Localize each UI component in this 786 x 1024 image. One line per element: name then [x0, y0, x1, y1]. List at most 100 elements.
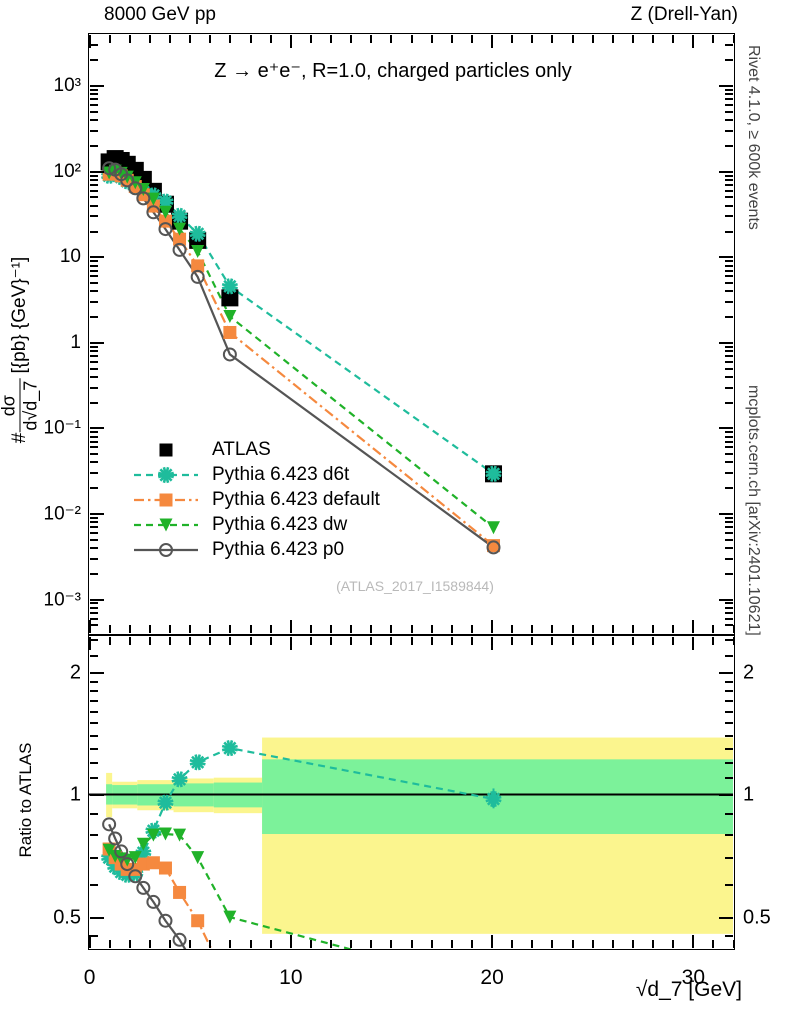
- main-x-tick: [450, 625, 453, 634]
- main-y-ticklabel: 10⁻²: [43, 503, 82, 525]
- ratio-y-minor-tick: [725, 935, 734, 938]
- main-x-tick: [108, 625, 111, 634]
- main-y-minor-tick: [89, 98, 98, 101]
- x-ticklabel: 20: [480, 966, 504, 989]
- y-axis-fraction: dσ d√d_7: [0, 378, 42, 433]
- main-y-major-tick: [89, 85, 104, 88]
- ratio-datapoint: [114, 844, 129, 859]
- main-y-minor-tick: [89, 355, 98, 358]
- main-y-minor-tick: [89, 602, 98, 605]
- legend-item[interactable]: ATLAS: [134, 437, 380, 462]
- main-y-minor-tick: [725, 269, 734, 272]
- legend: ATLAS Pythia 6.423 d6t Pythia 6.423 defaul…: [134, 437, 380, 562]
- main-datapoint-atlas: [221, 289, 239, 307]
- main-y-major-tick: [719, 427, 734, 430]
- ratio-y-minor-tick: [725, 710, 734, 713]
- main-y-ticklabel: 1: [70, 331, 81, 353]
- main-y-minor-tick: [89, 89, 98, 92]
- main-datapoint: [189, 225, 206, 242]
- ratio-datapoint: [158, 913, 173, 928]
- ratio-x-tick: [370, 940, 373, 949]
- ratio-series-line: [108, 823, 187, 949]
- main-x-tick: [531, 625, 534, 634]
- main-x-tick: [732, 34, 735, 43]
- main-y-minor-tick: [725, 98, 734, 101]
- main-y-minor-tick: [89, 526, 98, 529]
- legend-item[interactable]: Pythia 6.423 dw: [134, 512, 380, 537]
- ratio-x-tick: [470, 636, 473, 645]
- legend-item[interactable]: Pythia 6.423 p0: [134, 537, 380, 562]
- ratio-x-tick: [108, 636, 111, 645]
- main-x-tick: [189, 34, 192, 43]
- main-x-tick: [712, 34, 715, 43]
- main-x-tick: [732, 625, 735, 634]
- main-y-minor-tick: [725, 178, 734, 181]
- beam-energy-label: 8000 GeV pp: [104, 4, 216, 25]
- main-y-minor-tick: [725, 461, 734, 464]
- main-y-minor-tick: [725, 367, 734, 370]
- main-y-minor-tick: [725, 264, 734, 267]
- main-y-minor-tick: [725, 204, 734, 207]
- main-y-minor-tick: [725, 401, 734, 404]
- main-y-minor-tick: [89, 431, 98, 434]
- main-y-major-tick: [89, 170, 104, 173]
- main-y-minor-tick: [725, 215, 734, 218]
- main-x-tick: [309, 34, 312, 43]
- ratio-plot-area: [89, 636, 734, 949]
- ratio-y-minor-tick: [725, 761, 734, 764]
- main-y-minor-tick: [89, 264, 98, 267]
- main-y-minor-tick: [89, 174, 98, 177]
- ratio-y-ticklabel-left: 1: [69, 783, 81, 806]
- ratio-x-tick: [551, 636, 554, 645]
- main-y-minor-tick: [89, 215, 98, 218]
- main-y-minor-tick: [725, 435, 734, 438]
- ratio-y-minor-tick: [89, 680, 98, 683]
- ratio-plot-panel: [88, 635, 735, 950]
- main-y-minor-tick: [725, 230, 734, 233]
- main-x-tick: [209, 34, 212, 43]
- main-x-tick: [390, 625, 393, 634]
- ratio-datapoint: [146, 894, 161, 909]
- main-y-minor-tick: [89, 275, 98, 278]
- main-y-major-tick: [719, 598, 734, 601]
- main-y-minor-tick: [725, 110, 734, 113]
- main-x-tick: [249, 625, 252, 634]
- ratio-x-tick: [229, 940, 232, 949]
- main-datapoint: [158, 222, 173, 237]
- ratio-datapoint: [158, 827, 172, 841]
- ratio-datapoint: [136, 857, 150, 871]
- main-x-tick: [470, 34, 473, 43]
- main-y-minor-tick: [725, 104, 734, 107]
- ratio-x-tick: [551, 940, 554, 949]
- main-y-minor-tick: [725, 617, 734, 620]
- legend-item[interactable]: Pythia 6.423 d6t: [134, 462, 380, 487]
- main-x-tick: [712, 625, 715, 634]
- ratio-x-tick: [128, 940, 131, 949]
- ratio-x-tick: [309, 636, 312, 645]
- mcplots-source-label: mcplots.cern.ch [arXiv:2401.10621]: [745, 385, 762, 636]
- main-x-tick: [672, 625, 675, 634]
- main-x-tick: [511, 34, 514, 43]
- main-plot-panel: [88, 33, 735, 635]
- main-y-minor-tick: [89, 282, 98, 285]
- main-x-tick: [470, 625, 473, 634]
- legend-key-open-circle-icon: [134, 540, 198, 560]
- main-y-minor-tick: [89, 461, 98, 464]
- main-y-minor-tick: [725, 531, 734, 534]
- main-plot-svg: [100, 150, 503, 555]
- ratio-x-tick: [531, 636, 534, 645]
- ratio-x-tick: [511, 940, 514, 949]
- main-y-minor-tick: [725, 606, 734, 609]
- main-x-tick: [430, 34, 433, 43]
- legend-item[interactable]: Pythia 6.423 default: [134, 487, 380, 512]
- main-y-minor-tick: [89, 260, 98, 263]
- ratio-datapoint: [108, 831, 123, 846]
- ratio-y-minor-tick: [89, 639, 98, 642]
- ratio-y-minor-tick: [89, 710, 98, 713]
- main-x-tick: [169, 34, 172, 43]
- main-y-axis-label: # dσ d√d_7 [{pb} {GeV}⁻¹]: [0, 257, 42, 443]
- ratio-x-tick: [390, 636, 393, 645]
- ratio-x-tick: [430, 940, 433, 949]
- main-x-tick: [591, 625, 594, 634]
- main-y-minor-tick: [725, 472, 734, 475]
